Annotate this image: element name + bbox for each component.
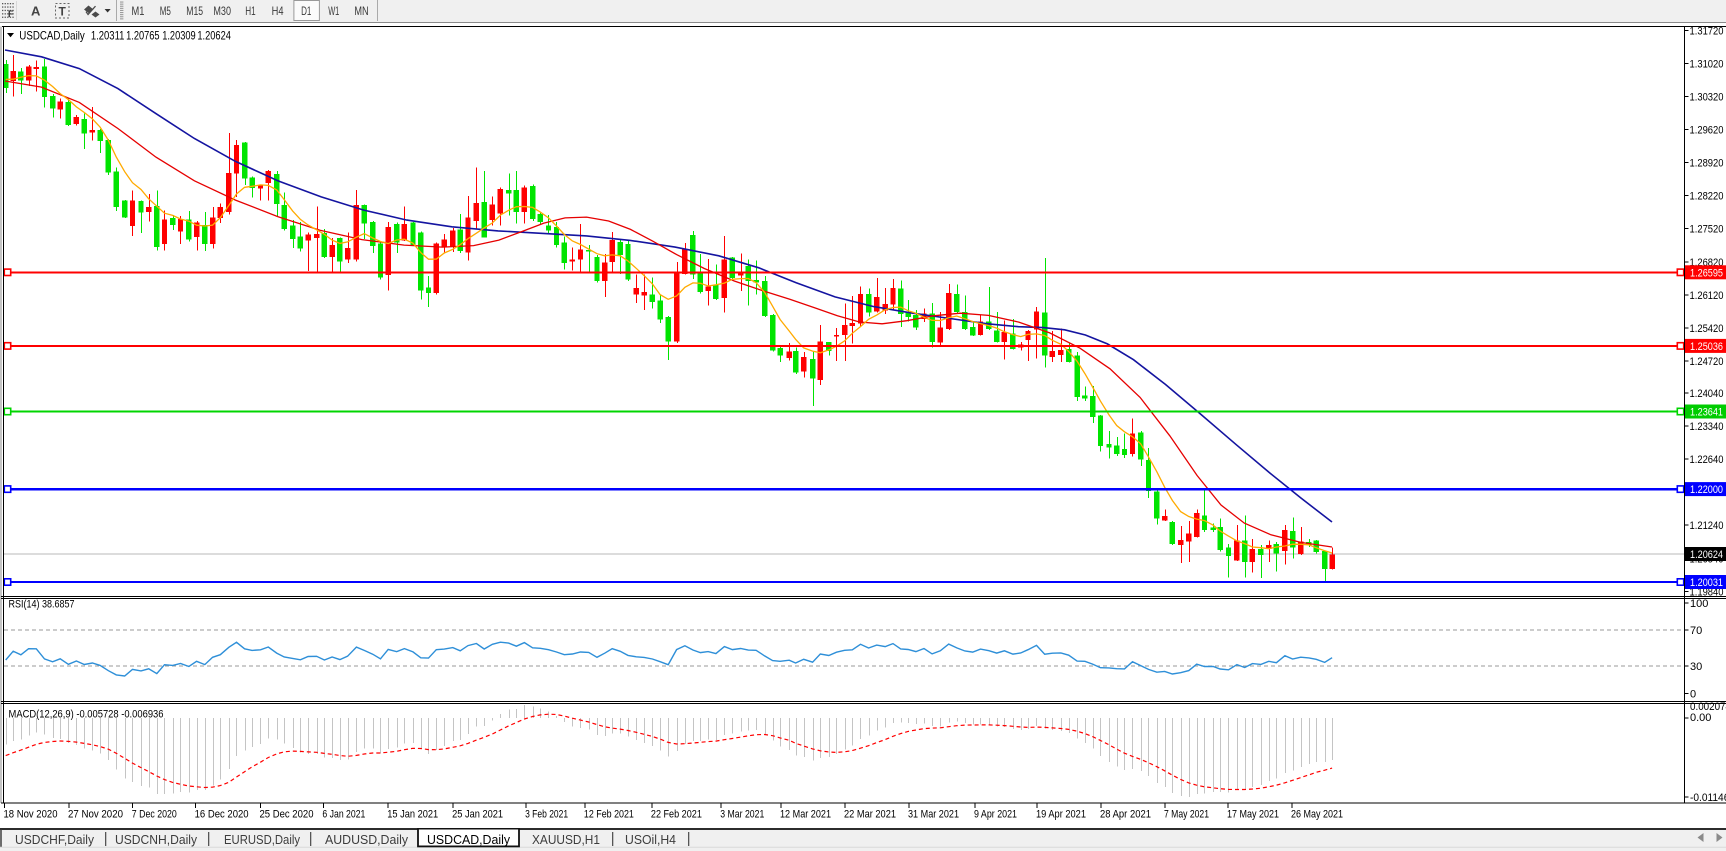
svg-text:70: 70 [1690,625,1702,637]
svg-text:1.20031: 1.20031 [1690,577,1723,589]
svg-text:25 Jan 2021: 25 Jan 2021 [452,809,503,821]
svg-text:1.28920: 1.28920 [1690,158,1724,170]
svg-text:XAUUSD,H1: XAUUSD,H1 [532,832,600,847]
svg-text:EURUSD,Daily: EURUSD,Daily [224,832,300,847]
svg-text:22 Feb 2021: 22 Feb 2021 [651,809,702,821]
svg-text:RSI(14) 38.6857: RSI(14) 38.6857 [9,599,75,611]
svg-text:1.20624: 1.20624 [1690,549,1723,561]
svg-text:30: 30 [1690,661,1702,673]
svg-text:USDCAD,Daily: USDCAD,Daily [427,832,510,847]
svg-text:25 Dec 2020: 25 Dec 2020 [260,809,314,821]
svg-text:9 Apr 2021: 9 Apr 2021 [974,809,1017,821]
svg-text:19 Apr 2021: 19 Apr 2021 [1036,809,1086,821]
svg-text:1.26120: 1.26120 [1690,290,1724,302]
svg-text:1.25420: 1.25420 [1690,323,1724,335]
svg-text:M1: M1 [132,4,145,18]
svg-text:7 Dec 2020: 7 Dec 2020 [132,809,177,821]
svg-text:26 May 2021: 26 May 2021 [1291,809,1343,821]
svg-text:22 Mar 2021: 22 Mar 2021 [844,809,896,821]
svg-text:1.24720: 1.24720 [1690,356,1724,368]
svg-text:1.25036: 1.25036 [1690,341,1723,353]
svg-text:1.22640: 1.22640 [1690,454,1724,466]
svg-text:1.24040: 1.24040 [1690,388,1724,400]
svg-text:M30: M30 [213,4,231,18]
svg-text:16 Dec 2020: 16 Dec 2020 [195,809,249,821]
svg-text:27 Nov 2020: 27 Nov 2020 [68,809,123,821]
svg-text:MACD(12,26,9) -0.005728 -0.006: MACD(12,26,9) -0.005728 -0.006936 [9,709,164,721]
svg-text:1.21240: 1.21240 [1690,520,1724,532]
svg-text:1.20309: 1.20309 [162,28,196,42]
svg-text:1.31720: 1.31720 [1690,25,1724,37]
svg-text:1.20765: 1.20765 [126,28,160,42]
svg-text:1.20624: 1.20624 [197,28,231,42]
svg-text:MN: MN [354,4,368,18]
svg-text:-0.011462: -0.011462 [1690,792,1726,804]
svg-text:3 Mar 2021: 3 Mar 2021 [720,809,764,821]
svg-text:6 Jan 2021: 6 Jan 2021 [322,809,365,821]
svg-text:H1: H1 [245,4,256,18]
svg-text:1.26595: 1.26595 [1690,267,1723,279]
svg-text:USDCHF,Daily: USDCHF,Daily [15,832,94,847]
svg-text:7 May 2021: 7 May 2021 [1164,809,1209,821]
svg-text:0.00: 0.00 [1690,712,1711,724]
svg-text:28 Apr 2021: 28 Apr 2021 [1100,809,1151,821]
svg-text:1.23340: 1.23340 [1690,421,1724,433]
svg-text:1.20311: 1.20311 [91,28,125,42]
svg-text:3 Feb 2021: 3 Feb 2021 [525,809,568,821]
svg-text:1.30320: 1.30320 [1690,92,1724,104]
svg-text:1.31020: 1.31020 [1690,58,1724,70]
svg-text:18 Nov 2020: 18 Nov 2020 [4,809,58,821]
svg-text:T: T [59,5,67,19]
svg-text:12 Mar 2021: 12 Mar 2021 [780,809,831,821]
svg-text:1.19840: 1.19840 [1690,586,1724,598]
svg-text:AUDUSD,Daily: AUDUSD,Daily [325,832,408,847]
svg-text:H4: H4 [272,4,284,18]
svg-text:USDCNH,Daily: USDCNH,Daily [115,832,197,847]
svg-text:USDCAD,Daily: USDCAD,Daily [19,28,85,42]
svg-text:15 Jan 2021: 15 Jan 2021 [387,809,438,821]
svg-text:W1: W1 [328,4,339,18]
svg-text:M15: M15 [186,4,203,18]
svg-text:1.28220: 1.28220 [1690,191,1724,203]
svg-text:D1: D1 [301,4,312,18]
svg-text:0.002074: 0.002074 [1690,701,1726,713]
svg-text:12 Feb 2021: 12 Feb 2021 [584,809,634,821]
svg-text:USOil,H4: USOil,H4 [625,832,676,847]
svg-text:100: 100 [1690,598,1708,610]
svg-text:31 Mar 2021: 31 Mar 2021 [908,809,959,821]
svg-text:1.22000: 1.22000 [1690,484,1723,496]
svg-text:1.29620: 1.29620 [1690,125,1724,137]
svg-text:M5: M5 [160,4,171,18]
svg-text:A: A [31,4,41,19]
svg-text:F: F [8,9,14,19]
svg-text:1.27520: 1.27520 [1690,224,1724,236]
svg-text:1.23641: 1.23641 [1690,407,1723,419]
svg-text:17 May 2021: 17 May 2021 [1227,809,1279,821]
svg-text:0: 0 [1690,688,1696,700]
